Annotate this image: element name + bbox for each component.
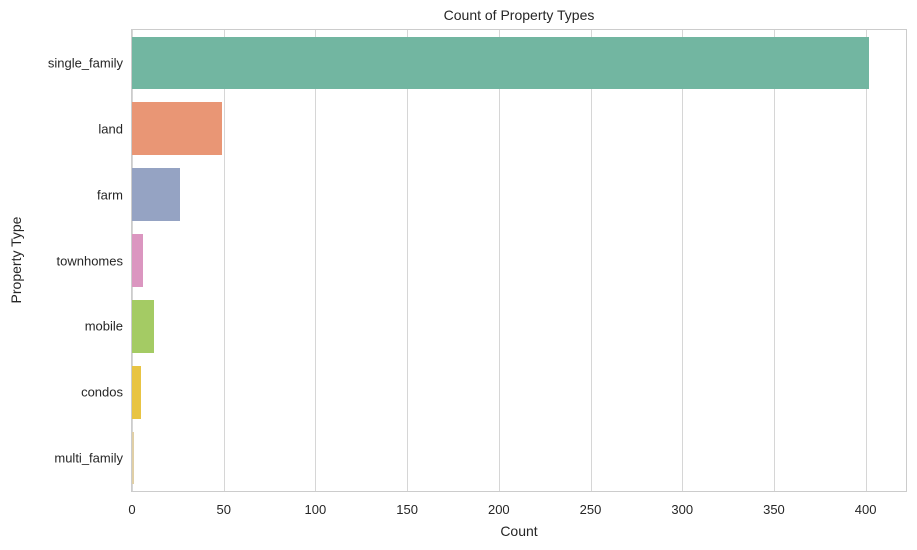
- bar-farm: [132, 168, 180, 221]
- y-tick-label: multi_family: [54, 450, 123, 466]
- x-tick-label: 100: [304, 502, 327, 517]
- y-tick-label: townhomes: [56, 253, 123, 268]
- x-gridline: [773, 30, 775, 491]
- plot-area: [131, 29, 907, 492]
- bar-single-family: [132, 36, 870, 90]
- x-gridline: [498, 30, 500, 491]
- y-tick-label: mobile: [84, 318, 123, 334]
- x-gridline: [407, 30, 409, 491]
- x-tick-label: 250: [579, 502, 602, 517]
- x-tick-label: 150: [396, 502, 418, 517]
- x-gridline: [682, 30, 684, 491]
- x-gridline: [865, 30, 867, 491]
- x-tick-label: 350: [763, 502, 785, 517]
- bar-multi-family: [132, 431, 134, 485]
- bar-mobile: [132, 300, 154, 353]
- bar-townhomes: [132, 234, 143, 287]
- x-gridline: [315, 30, 317, 491]
- chart-title: Count of Property Types: [443, 7, 595, 23]
- x-axis-title: Count: [500, 523, 538, 539]
- y-tick-label: land: [98, 121, 123, 137]
- x-tick-label: 300: [671, 502, 694, 517]
- x-tick-label: 200: [487, 502, 510, 517]
- y-tick-label: condos: [81, 384, 123, 400]
- x-tick-label: 0: [128, 502, 136, 517]
- y-tick-label: farm: [97, 187, 123, 203]
- y-axis-title: Property Type: [8, 216, 24, 304]
- x-tick-label: 400: [854, 502, 877, 517]
- x-gridline: [223, 30, 225, 491]
- bar-land: [132, 102, 222, 156]
- x-tick-label: 50: [216, 502, 231, 517]
- x-gridline: [590, 30, 592, 491]
- y-tick-label: single_family: [47, 55, 123, 71]
- bar-condos: [132, 365, 142, 419]
